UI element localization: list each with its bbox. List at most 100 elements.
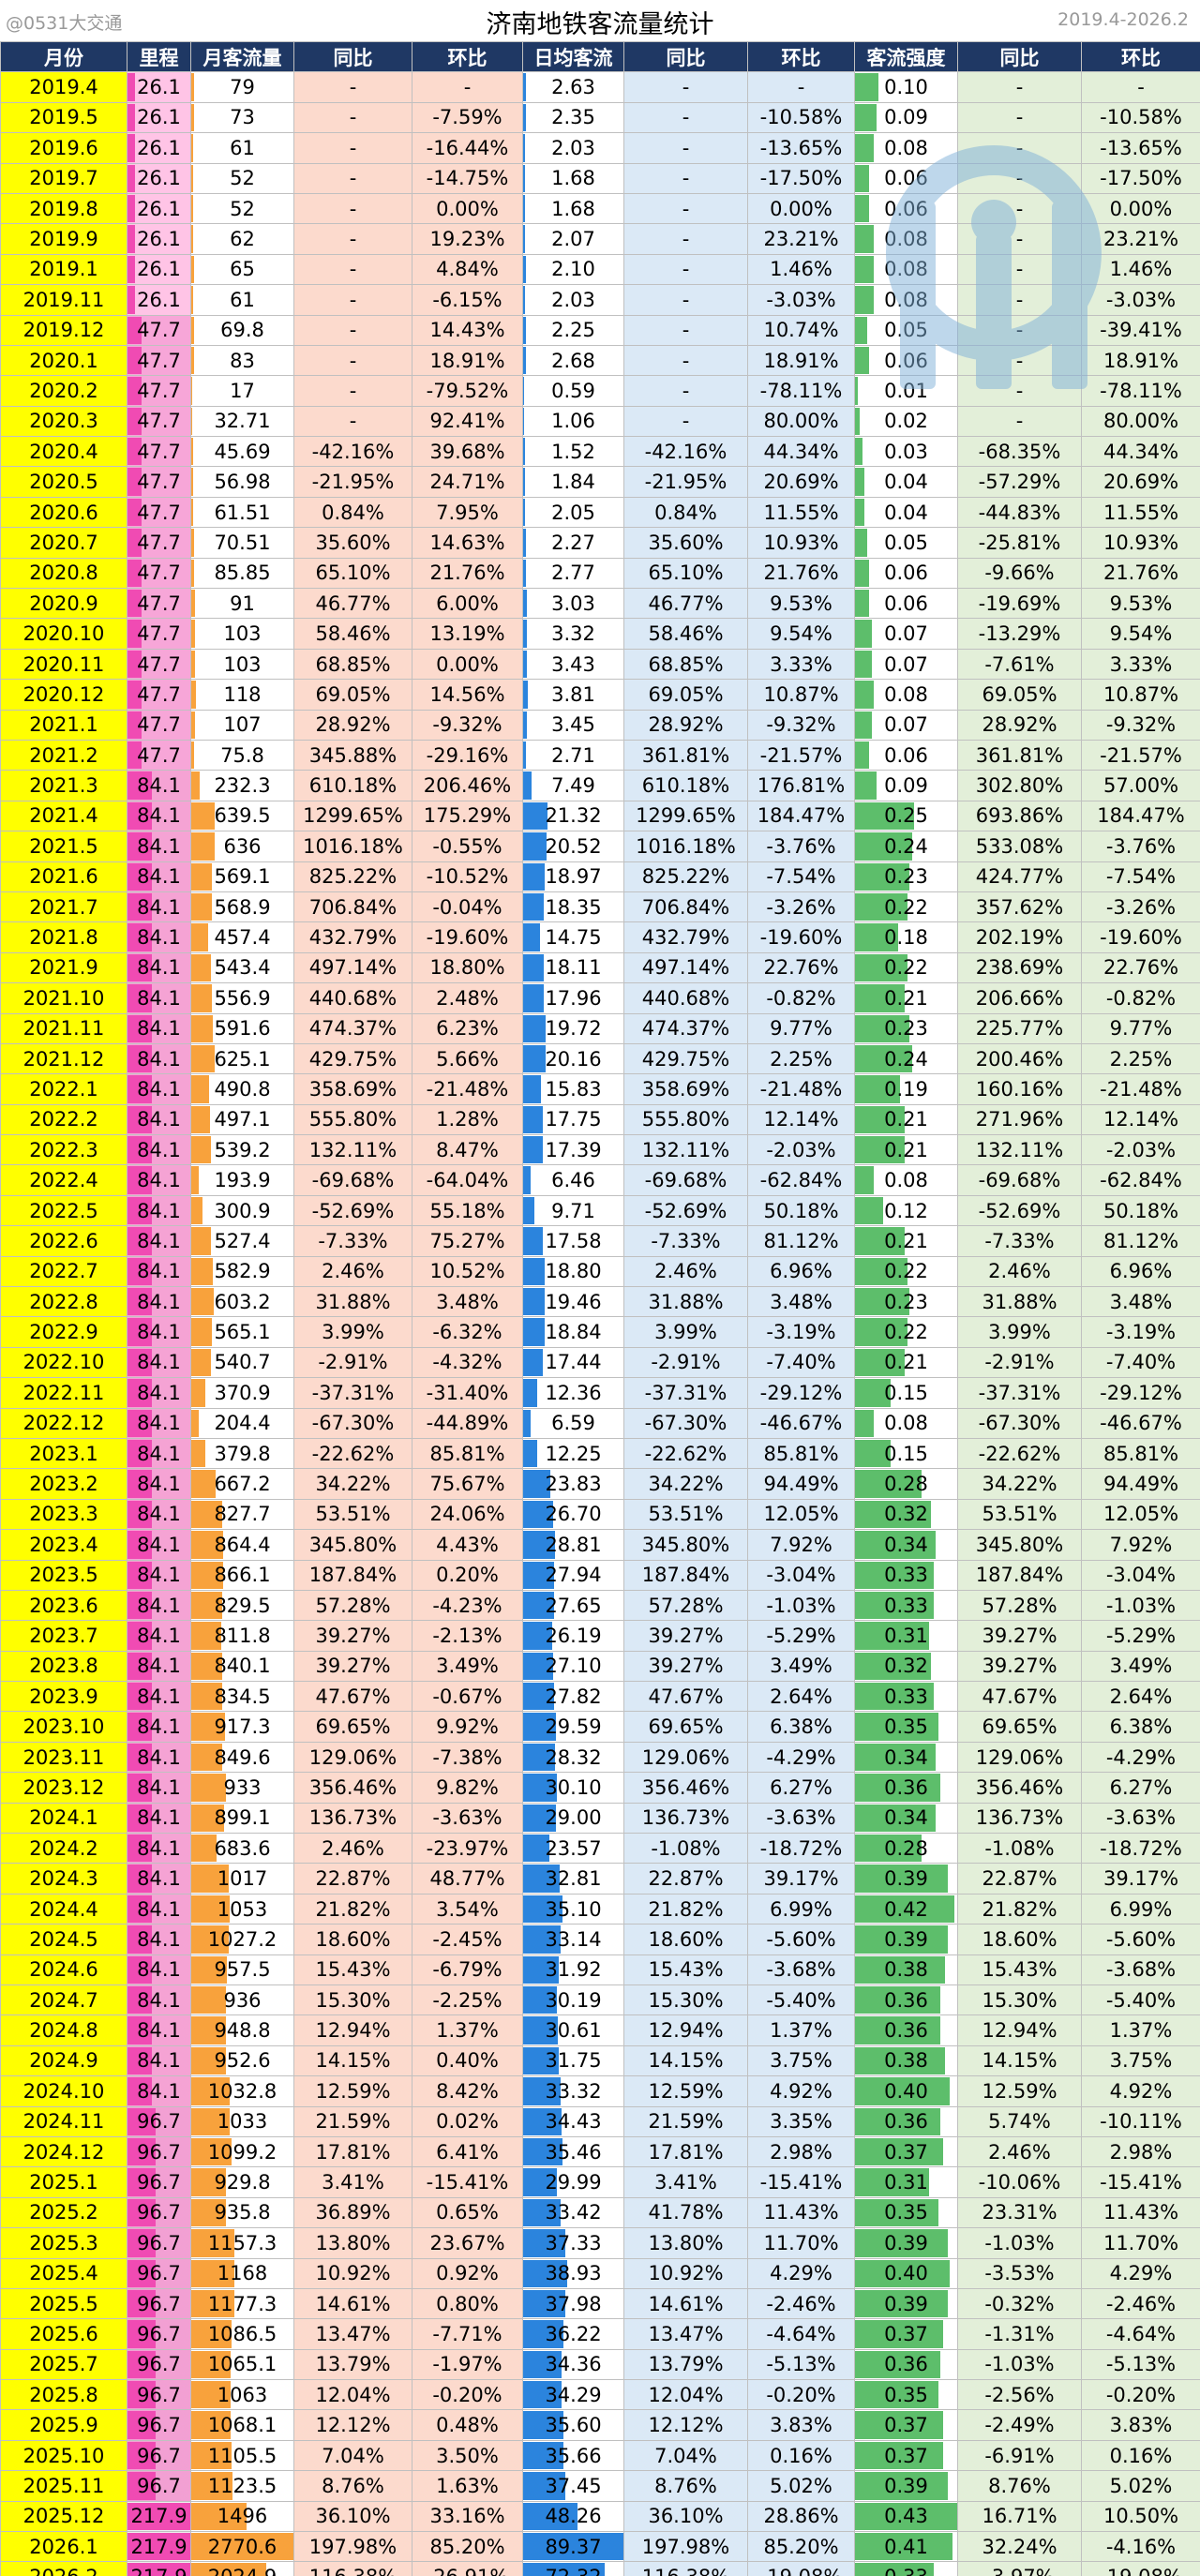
cell-daily-mom: 85.20%: [747, 2531, 855, 2563]
mileage-bar: [128, 407, 142, 436]
cell-value: 9.54%: [1109, 622, 1173, 646]
mileage-bar: [128, 620, 142, 648]
cell-value: 5.74%: [988, 2110, 1051, 2134]
cell-month: 2024.12: [0, 2135, 128, 2168]
daily-flow-bar: [523, 225, 526, 253]
cell-monthly-yoy: 13.79%: [293, 2348, 412, 2381]
cell-value: 0.33: [884, 1594, 928, 1617]
cell-value: 200.46%: [975, 1047, 1064, 1071]
cell-value: 2.68: [551, 349, 595, 372]
cell-value: 47.7: [137, 622, 181, 646]
cell-monthly-flow: 62: [190, 223, 294, 255]
daily-flow-bar: [523, 1774, 558, 1802]
cell-value: 57.28%: [982, 1594, 1058, 1617]
cell-intensity-mom: 10.50%: [1081, 2500, 1200, 2533]
cell-month: 2025.3: [0, 2227, 128, 2259]
cell-mileage: 47.7: [127, 709, 191, 741]
mileage-bar: [128, 377, 142, 405]
cell-value: 84.1: [137, 2019, 181, 2043]
cell-daily-mom: 21.76%: [747, 557, 855, 590]
cell-value: 3.03: [551, 592, 595, 615]
cell-mileage: 84.1: [127, 770, 191, 801]
cell-daily-flow: 1.68: [522, 162, 624, 194]
cell-daily-flow: 20.16: [522, 1042, 624, 1075]
cell-value: -3.76%: [1105, 834, 1177, 858]
cell-intensity-mom: -17.50%: [1081, 162, 1200, 194]
table-row: 2025.3 96.7 1157.3 13.80% 23.67% 37.33 13.80% 1…: [0, 2227, 1200, 2259]
cell-mileage: 84.1: [127, 1772, 191, 1804]
cell-value: 440.68%: [308, 986, 398, 1010]
cell-monthly-flow: 527.4: [190, 1225, 294, 1257]
cell-intensity: 0.22: [854, 951, 958, 984]
cell-month: 2020.2: [0, 375, 128, 407]
cell-intensity-mom: -3.03%: [1081, 284, 1200, 316]
cell-month: 2024.4: [0, 1893, 128, 1925]
cell-value: 0.06: [884, 592, 928, 615]
cell-value: 3.75%: [770, 2049, 832, 2073]
cell-monthly-flow: 840.1: [190, 1650, 294, 1683]
cell-monthly-flow: 849.6: [190, 1741, 294, 1774]
cell-daily-flow: 28.81: [522, 1529, 624, 1561]
daily-flow-bar: [523, 286, 526, 314]
cell-monthly-yoy: 21.59%: [293, 2105, 412, 2137]
cell-daily-yoy: 57.28%: [623, 1589, 748, 1622]
cell-value: 16.71%: [982, 2505, 1058, 2528]
table-row: 2019.8 26.1 52-0.00% 1.68-0.00% 0.06-0.00%: [0, 192, 1200, 225]
monthly-flow-bar: [191, 286, 194, 314]
cell-intensity-mom: 11.70%: [1081, 2227, 1200, 2259]
cell-intensity-mom: -13.65%: [1081, 132, 1200, 164]
cell-value: 75.8: [220, 743, 264, 767]
cell-mileage: 84.1: [127, 1255, 191, 1288]
cell-monthly-yoy: 28.92%: [293, 709, 412, 741]
monthly-flow-bar: [191, 2198, 226, 2227]
cell-intensity-mom: 81.12%: [1081, 1225, 1200, 1257]
table-row: 2019.9 26.1 62-19.23% 2.07-23.21% 0.08-23.21…: [0, 223, 1200, 255]
cell-value: -29.12%: [759, 1381, 843, 1404]
cell-mileage: 84.1: [127, 1529, 191, 1561]
cell-monthly-yoy: 2.46%: [293, 1833, 412, 1865]
cell-value: 0.35: [884, 1715, 928, 1739]
cell-daily-flow: 89.37: [522, 2531, 624, 2563]
cell-month: 2023.4: [0, 1529, 128, 1561]
monthly-flow-bar: [191, 2168, 226, 2196]
cell-monthly-flow: 1157.3: [190, 2227, 294, 2259]
cell-value: 18.80%: [429, 956, 505, 980]
cell-intensity-mom: 85.81%: [1081, 1437, 1200, 1470]
cell-monthly-mom: 0.92%: [412, 2257, 523, 2289]
monthly-flow-bar: [191, 1044, 215, 1073]
cell-value: -1.03%: [1105, 1594, 1177, 1617]
mileage-bar: [128, 2198, 156, 2227]
cell-daily-flow: 35.46: [522, 2135, 624, 2168]
cell-value: -: [1015, 136, 1024, 159]
cell-daily-mom: 18.91%: [747, 344, 855, 377]
cell-intensity-yoy: 206.66%: [957, 982, 1082, 1014]
cell-intensity-yoy: 69.65%: [957, 1711, 1082, 1743]
table-row: 2024.1 84.1 899.1 136.73% -3.63% 29.00 136.73%…: [0, 1802, 1200, 1835]
cell-daily-yoy: -1.08%: [623, 1833, 748, 1865]
monthly-flow-bar: [191, 681, 196, 709]
cell-daily-mom: -1.03%: [747, 1589, 855, 1622]
cell-value: 917.3: [214, 1715, 271, 1739]
cell-value: 61.51: [214, 501, 271, 524]
cell-daily-yoy: 22.87%: [623, 1863, 748, 1895]
cell-daily-mom: -46.67%: [747, 1407, 855, 1439]
cell-value: 0.92%: [436, 2262, 499, 2285]
cell-month: 2019.8: [0, 192, 128, 225]
cell-intensity: 0.39: [854, 1863, 958, 1895]
cell-mileage: 96.7: [127, 2257, 191, 2289]
daily-flow-bar: [523, 438, 525, 466]
cell-monthly-yoy: 31.88%: [293, 1286, 412, 1318]
cell-value: 2024.10: [22, 2079, 105, 2103]
cell-monthly-flow: 370.9: [190, 1377, 294, 1409]
cell-value: 1177.3: [207, 2292, 278, 2315]
cell-month: 2021.10: [0, 982, 128, 1014]
cell-intensity-yoy: 424.77%: [957, 861, 1082, 892]
cell-value: 84.1: [137, 986, 181, 1010]
cell-value: 0.22: [884, 895, 928, 919]
cell-value: 474.37%: [641, 1017, 730, 1041]
cell-value: 0.08: [884, 136, 928, 159]
mileage-bar: [128, 1804, 152, 1833]
cell-value: 2022.7: [29, 1260, 98, 1283]
cell-value: 2020.1: [29, 349, 98, 372]
cell-daily-yoy: 358.69%: [623, 1073, 748, 1105]
